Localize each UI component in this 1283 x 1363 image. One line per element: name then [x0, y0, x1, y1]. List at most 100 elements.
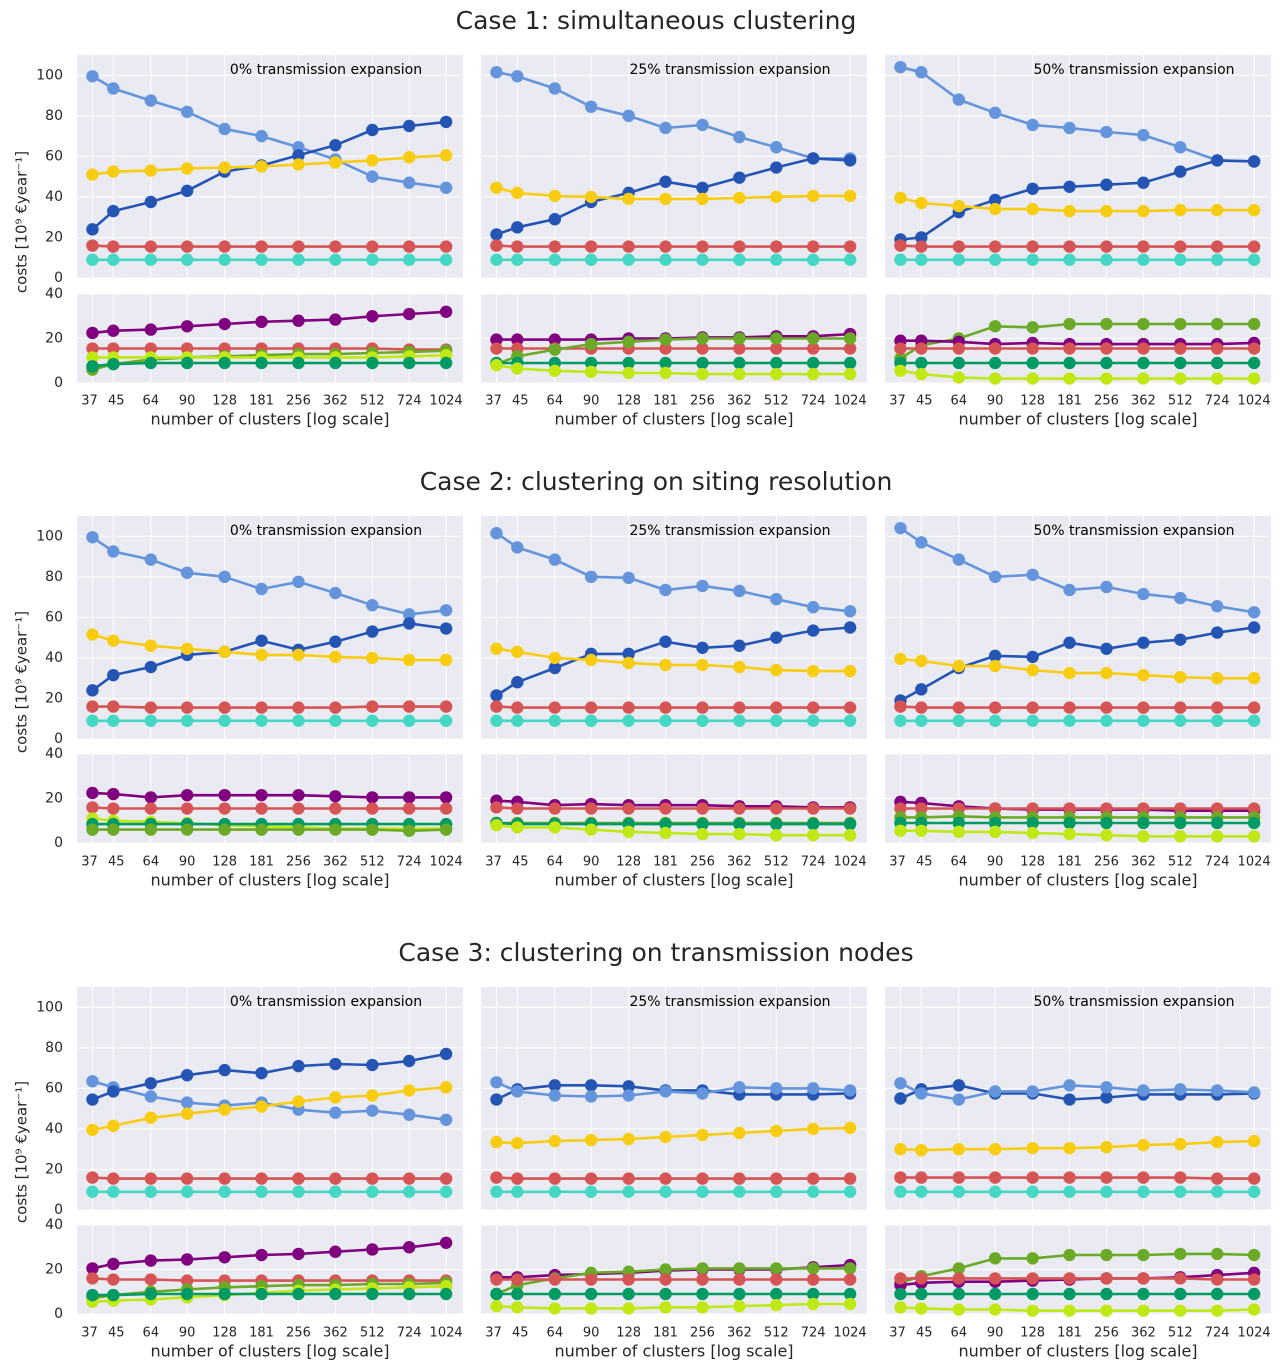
- data-point: [622, 192, 635, 206]
- y-tick-label: 60: [45, 609, 63, 625]
- data-point: [733, 171, 746, 184]
- panel-title: 50% transmission expansion: [1033, 523, 1234, 539]
- data-point: [659, 240, 672, 253]
- data-point: [770, 817, 783, 831]
- data-point: [218, 253, 231, 266]
- x-tick-label: 256: [1094, 1326, 1119, 1341]
- data-point: [988, 649, 1002, 663]
- y-tick-label: 20: [45, 791, 63, 807]
- data-point: [107, 204, 120, 218]
- x-tick-label: 724: [801, 855, 826, 870]
- data-point: [107, 1185, 120, 1198]
- plot-background: [77, 987, 463, 1210]
- data-point: [584, 1185, 598, 1198]
- data-point: [86, 223, 99, 236]
- data-point: [402, 714, 416, 727]
- data-point: [733, 356, 746, 370]
- data-point: [144, 94, 158, 107]
- data-point: [292, 575, 305, 589]
- data-point: [490, 1300, 503, 1313]
- data-point: [439, 240, 453, 253]
- data-point: [843, 817, 857, 831]
- data-point: [511, 221, 524, 234]
- data-point: [1247, 342, 1261, 355]
- data-point: [144, 1090, 158, 1103]
- data-point: [144, 1077, 158, 1090]
- data-point: [770, 240, 783, 253]
- data-point: [292, 823, 305, 836]
- data-point: [1137, 317, 1150, 331]
- data-point: [696, 1262, 709, 1275]
- data-point: [490, 228, 503, 241]
- data-point: [402, 1108, 416, 1121]
- y-tick-label: 100: [36, 67, 63, 83]
- top-subplot: [885, 55, 1271, 279]
- panel-title: 25% transmission expansion: [629, 62, 830, 78]
- data-point: [144, 660, 158, 674]
- data-point: [1063, 342, 1076, 355]
- data-point: [511, 253, 524, 266]
- data-point: [894, 1272, 907, 1285]
- data-point: [988, 240, 1002, 253]
- x-tick-label: 64: [951, 855, 968, 870]
- y-axis-label: costs [10⁹ €year⁻¹]: [13, 611, 31, 753]
- data-point: [366, 170, 379, 183]
- data-point: [806, 714, 820, 727]
- data-point: [1100, 1272, 1113, 1285]
- data-point: [511, 362, 524, 375]
- data-point: [952, 93, 966, 106]
- x-tick-label: 90: [583, 855, 600, 870]
- y-tick-label: 40: [45, 650, 63, 666]
- data-point: [1026, 1085, 1039, 1098]
- data-point: [622, 1132, 635, 1146]
- data-point: [1063, 317, 1076, 331]
- data-point: [292, 788, 305, 802]
- x-tick-label: 1024: [1238, 1326, 1271, 1341]
- data-point: [584, 1302, 598, 1315]
- data-point: [548, 821, 562, 834]
- data-point: [1247, 1172, 1261, 1185]
- data-point: [490, 1135, 503, 1149]
- x-tick-label: 724: [397, 1326, 422, 1341]
- data-point: [144, 1287, 158, 1301]
- data-point: [490, 1185, 503, 1198]
- data-point: [292, 1172, 305, 1185]
- data-point: [490, 714, 503, 727]
- data-point: [511, 333, 524, 346]
- data-point: [366, 823, 379, 836]
- data-point: [1137, 1084, 1150, 1097]
- x-tick-label: 90: [179, 855, 196, 870]
- data-point: [255, 701, 268, 714]
- data-point: [988, 202, 1002, 216]
- x-tick-label: 724: [801, 394, 826, 409]
- x-tick-label: 90: [583, 1326, 600, 1341]
- data-point: [1174, 1083, 1187, 1096]
- data-point: [255, 240, 268, 253]
- x-tick-label: 45: [916, 1326, 933, 1341]
- y-tick-label: 100: [36, 999, 63, 1015]
- data-point: [622, 1089, 635, 1102]
- data-point: [1100, 666, 1113, 680]
- data-point: [622, 571, 635, 585]
- x-tick-label: 128: [616, 1326, 641, 1341]
- data-point: [894, 1185, 907, 1198]
- data-point: [988, 1272, 1002, 1285]
- data-point: [894, 802, 907, 815]
- x-tick-label: 181: [1057, 855, 1082, 870]
- data-point: [107, 668, 120, 682]
- data-point: [770, 367, 783, 381]
- x-tick-label: 512: [764, 1326, 789, 1341]
- data-point: [439, 115, 453, 129]
- data-point: [770, 1185, 783, 1198]
- top-subplot: 0 20 40 60 80 100: [36, 987, 463, 1218]
- data-point: [659, 1263, 672, 1276]
- x-tick-label: 512: [360, 1326, 385, 1341]
- data-point: [733, 130, 746, 144]
- x-tick-label: 512: [360, 394, 385, 409]
- data-point: [806, 356, 820, 370]
- data-point: [1247, 714, 1261, 727]
- data-point: [843, 605, 857, 618]
- data-point: [1137, 204, 1150, 218]
- data-point: [439, 305, 453, 318]
- bottom-subplot: 0 20 40: [45, 746, 463, 851]
